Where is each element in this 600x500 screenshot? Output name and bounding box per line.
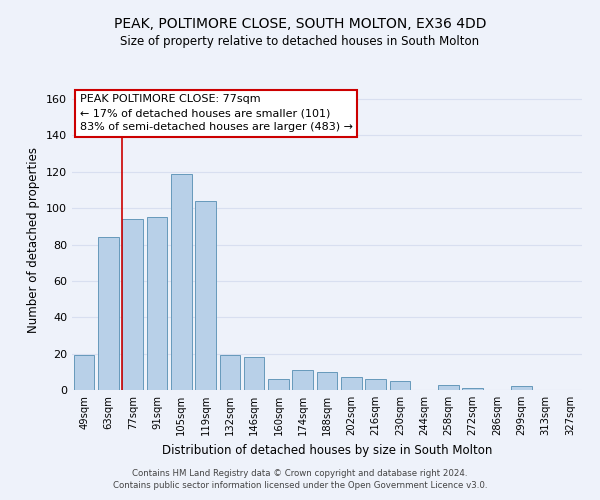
Bar	[365, 379, 386, 390]
Bar	[511, 386, 532, 390]
Text: Contains HM Land Registry data © Crown copyright and database right 2024.: Contains HM Land Registry data © Crown c…	[132, 468, 468, 477]
Bar	[195, 201, 216, 390]
Text: PEAK, POLTIMORE CLOSE, SOUTH MOLTON, EX36 4DD: PEAK, POLTIMORE CLOSE, SOUTH MOLTON, EX3…	[114, 18, 486, 32]
Text: Contains public sector information licensed under the Open Government Licence v3: Contains public sector information licen…	[113, 481, 487, 490]
Bar	[389, 381, 410, 390]
Bar	[74, 356, 94, 390]
Bar	[341, 378, 362, 390]
Bar	[98, 238, 119, 390]
Bar	[122, 219, 143, 390]
Y-axis label: Number of detached properties: Number of detached properties	[28, 147, 40, 333]
Bar	[463, 388, 483, 390]
Bar	[244, 358, 265, 390]
Bar	[268, 379, 289, 390]
Text: Size of property relative to detached houses in South Molton: Size of property relative to detached ho…	[121, 35, 479, 48]
Bar	[146, 218, 167, 390]
Bar	[317, 372, 337, 390]
Bar	[438, 384, 459, 390]
Bar	[220, 356, 240, 390]
Bar	[171, 174, 191, 390]
Text: PEAK POLTIMORE CLOSE: 77sqm
← 17% of detached houses are smaller (101)
83% of se: PEAK POLTIMORE CLOSE: 77sqm ← 17% of det…	[80, 94, 353, 132]
Bar	[292, 370, 313, 390]
X-axis label: Distribution of detached houses by size in South Molton: Distribution of detached houses by size …	[162, 444, 492, 456]
